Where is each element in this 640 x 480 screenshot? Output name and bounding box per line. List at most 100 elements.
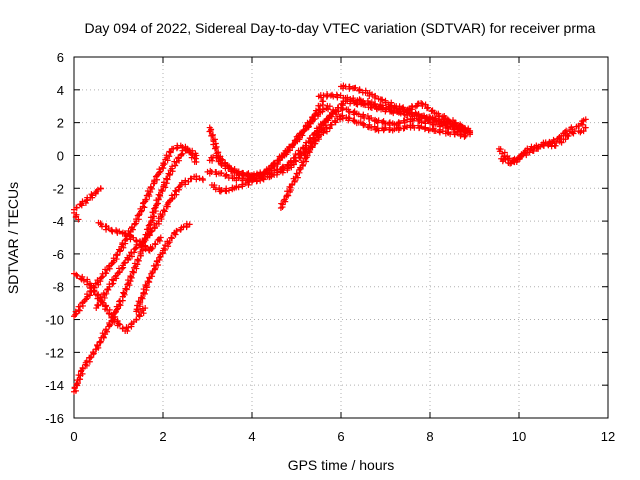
x-tick-label: 8	[426, 429, 433, 444]
series-arc5	[71, 270, 149, 335]
data-point	[553, 139, 560, 146]
data-point	[293, 170, 300, 177]
data-point	[160, 245, 167, 252]
data-point	[368, 125, 375, 132]
data-point	[193, 159, 200, 166]
data-point	[104, 267, 111, 274]
data-point	[141, 236, 148, 243]
data-point	[121, 230, 128, 237]
data-point	[151, 225, 158, 232]
data-point	[517, 152, 524, 159]
data-point	[305, 148, 312, 155]
data-point	[90, 287, 97, 294]
data-point	[72, 308, 79, 315]
data-point	[164, 175, 171, 182]
data-point	[209, 157, 216, 164]
data-point	[103, 327, 110, 334]
data-point	[330, 106, 337, 113]
data-point	[235, 168, 242, 175]
data-point	[367, 104, 374, 111]
data-point	[328, 121, 335, 128]
data-point	[154, 200, 161, 207]
data-point	[401, 118, 408, 125]
data-point	[279, 201, 286, 208]
data-point	[436, 129, 443, 136]
data-point	[157, 234, 164, 241]
data-point	[356, 87, 363, 94]
data-point	[74, 272, 81, 279]
data-point	[502, 156, 509, 163]
y-tick-label: -16	[45, 411, 64, 426]
data-point	[141, 204, 148, 211]
data-point	[103, 302, 110, 309]
data-point	[172, 162, 179, 169]
data-point	[558, 139, 565, 146]
data-point	[162, 242, 169, 249]
data-point	[185, 178, 192, 185]
data-point	[423, 105, 430, 112]
data-point	[116, 228, 123, 235]
data-point	[379, 102, 386, 109]
data-point	[142, 282, 149, 289]
data-point	[292, 138, 299, 145]
data-point	[334, 94, 341, 101]
data-point	[419, 103, 426, 110]
data-point	[425, 104, 432, 111]
data-point	[297, 148, 304, 155]
data-point	[274, 166, 281, 173]
data-point	[467, 131, 474, 138]
data-point	[142, 246, 149, 253]
data-point	[306, 149, 313, 156]
data-point	[218, 186, 225, 193]
data-point	[274, 160, 281, 167]
data-point	[161, 208, 168, 215]
data-point	[168, 192, 175, 199]
data-point	[291, 178, 298, 185]
data-point	[79, 198, 86, 205]
data-point	[335, 104, 342, 111]
data-point	[565, 132, 572, 139]
data-point	[450, 122, 457, 129]
y-tick-label: 6	[57, 50, 64, 65]
data-point	[346, 83, 353, 90]
data-point	[400, 125, 407, 132]
data-point	[134, 256, 141, 263]
data-point	[422, 101, 429, 108]
data-point	[113, 227, 120, 234]
data-point	[79, 364, 86, 371]
data-point	[169, 163, 176, 170]
data-point	[96, 338, 103, 345]
data-point	[196, 175, 203, 182]
data-point	[379, 96, 386, 103]
data-point	[535, 143, 542, 150]
data-point	[95, 291, 102, 298]
data-point	[361, 121, 368, 128]
data-point	[570, 130, 577, 137]
data-point	[404, 123, 411, 130]
data-point	[151, 205, 158, 212]
data-point	[121, 290, 128, 297]
data-point	[310, 115, 317, 122]
data-point	[260, 169, 267, 176]
x-tick-label: 10	[512, 429, 526, 444]
data-point	[159, 188, 166, 195]
data-point	[153, 172, 160, 179]
data-point	[326, 103, 333, 110]
x-tick-label: 12	[601, 429, 615, 444]
y-tick-label: -14	[45, 378, 64, 393]
data-point	[127, 273, 134, 280]
data-point	[303, 122, 310, 129]
x-axis-label: GPS time / hours	[288, 457, 395, 473]
data-point	[582, 116, 589, 123]
data-point	[82, 199, 89, 206]
data-point	[382, 99, 389, 106]
data-point	[200, 177, 207, 184]
data-point	[401, 108, 408, 115]
data-point	[418, 99, 425, 106]
data-point	[146, 274, 153, 281]
data-point	[291, 154, 298, 161]
series-arc8	[95, 219, 164, 254]
data-point	[287, 158, 294, 165]
data-point	[309, 144, 316, 151]
